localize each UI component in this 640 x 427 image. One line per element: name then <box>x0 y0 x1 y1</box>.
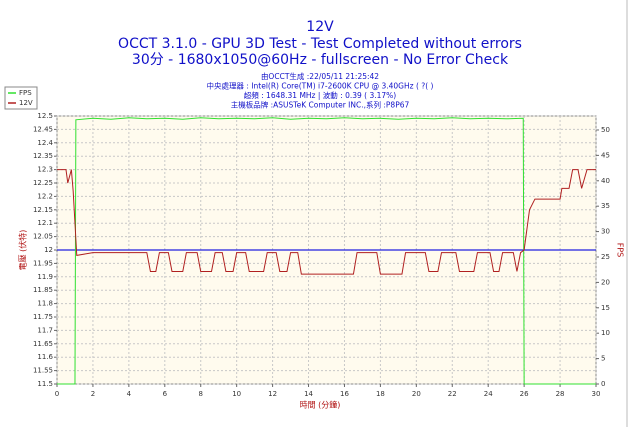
y-tick-label: 12.1 <box>37 219 53 227</box>
y2-tick-label: 0 <box>601 380 605 388</box>
y-tick-label: 12.15 <box>33 206 53 214</box>
y-tick-label: 11.85 <box>33 286 53 294</box>
y2-tick-label: 40 <box>601 177 610 185</box>
x-tick-label: 30 <box>592 390 601 398</box>
y-tick-label: 12 <box>44 246 53 254</box>
x-axis-title: 時間 (分鐘) <box>300 400 341 410</box>
y-tick-label: 11.6 <box>37 353 53 361</box>
x-tick-label: 10 <box>232 390 241 398</box>
info-line: 超頻 : 1648.31 MHz | 波動 : 0.39 ( 3.17%) <box>244 90 397 100</box>
info-line: 主機板品牌 :ASUSTeK Computer INC.,系列 :P8P67 <box>231 100 410 110</box>
y2-axis-title: FPS <box>616 243 625 258</box>
y-tick-label: 12.35 <box>33 152 53 160</box>
x-tick-label: 14 <box>304 390 313 398</box>
legend-label: FPS <box>19 89 32 97</box>
info-line: 由OCCT生成 :22/05/11 21:25:42 <box>261 71 379 81</box>
y-tick-label: 11.95 <box>33 259 53 267</box>
y2-tick-label: 15 <box>601 304 610 312</box>
y-tick-label: 12.05 <box>33 233 53 241</box>
y2-tick-label: 5 <box>601 355 605 363</box>
y-tick-label: 11.75 <box>33 313 53 321</box>
y2-tick-label: 25 <box>601 253 610 261</box>
chart-subtitle: OCCT 3.1.0 - GPU 3D Test - Test Complete… <box>118 36 522 52</box>
y2-tick-label: 35 <box>601 202 610 210</box>
y-tick-label: 11.8 <box>37 300 53 308</box>
y-tick-label: 12.45 <box>33 125 53 133</box>
y-tick-label: 12.4 <box>37 139 53 147</box>
chart-subtitle: 30分 - 1680x1050@60Hz - fullscreen - No E… <box>132 52 509 68</box>
y2-tick-label: 45 <box>601 151 610 159</box>
x-tick-label: 20 <box>412 390 421 398</box>
x-tick-label: 2 <box>91 390 95 398</box>
x-tick-label: 22 <box>448 390 457 398</box>
y-tick-label: 11.7 <box>37 326 53 334</box>
y-tick-label: 11.55 <box>33 367 53 375</box>
x-tick-label: 8 <box>198 390 202 398</box>
y-tick-label: 11.5 <box>37 380 53 388</box>
x-tick-label: 0 <box>55 390 59 398</box>
x-tick-label: 26 <box>520 390 529 398</box>
x-tick-label: 4 <box>127 390 132 398</box>
series-line <box>57 169 596 275</box>
x-tick-label: 18 <box>376 390 385 398</box>
y2-tick-label: 10 <box>601 329 610 337</box>
x-tick-label: 16 <box>340 390 349 398</box>
y-tick-label: 12.3 <box>37 166 53 174</box>
y2-tick-label: 30 <box>601 228 610 236</box>
y-axis-title: 電壓 (伏特) <box>18 230 28 271</box>
y-tick-label: 12.25 <box>33 179 53 187</box>
series-line <box>57 117 596 385</box>
info-line: 中央處理器 : Intel(R) Core(TM) i7-2600K CPU @… <box>207 81 434 91</box>
x-tick-label: 24 <box>484 390 493 398</box>
y-tick-label: 12.5 <box>37 112 53 120</box>
y-tick-label: 11.65 <box>33 340 53 348</box>
y2-tick-label: 20 <box>601 278 610 286</box>
y2-tick-label: 50 <box>601 126 610 134</box>
y-tick-label: 12.2 <box>37 192 53 200</box>
y-tick-label: 11.9 <box>37 273 53 281</box>
x-tick-label: 6 <box>163 390 168 398</box>
x-tick-label: 12 <box>268 390 277 398</box>
legend-label: 12V <box>19 99 33 107</box>
x-tick-label: 28 <box>556 390 565 398</box>
chart-title: 12V <box>306 19 334 35</box>
